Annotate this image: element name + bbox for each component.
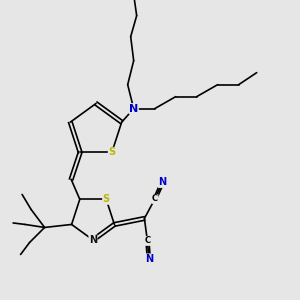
Text: C: C <box>144 236 151 245</box>
Text: C: C <box>152 194 158 203</box>
Text: N: N <box>158 178 166 188</box>
Text: S: S <box>103 194 110 204</box>
Text: N: N <box>89 235 97 245</box>
Text: N: N <box>129 104 138 114</box>
Text: N: N <box>145 254 153 264</box>
Text: S: S <box>108 147 116 157</box>
